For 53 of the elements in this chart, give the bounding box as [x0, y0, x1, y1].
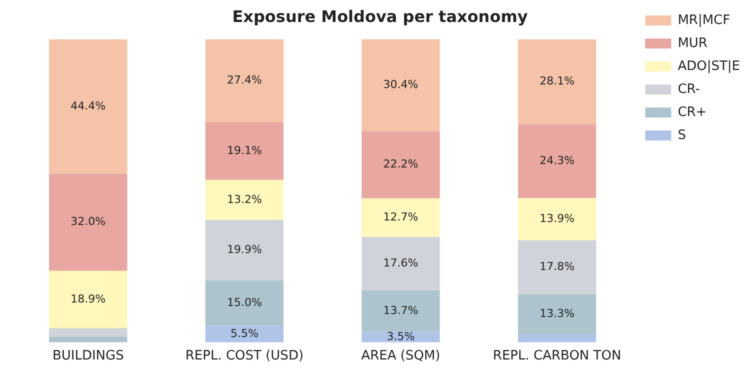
data-label: 18.9%: [70, 292, 106, 306]
data-label: 13.2%: [226, 192, 262, 206]
x-tick-label: BUILDINGS: [52, 348, 124, 364]
legend-label: MUR: [678, 36, 708, 51]
bar: [362, 131, 440, 198]
bar: [49, 270, 128, 328]
bar: [205, 326, 284, 342]
chart-title: Exposure Moldova per taxonomy: [232, 6, 528, 26]
data-label: 19.9%: [226, 242, 262, 256]
bar: [518, 198, 596, 240]
data-label: 24.3%: [540, 154, 575, 168]
bar: [49, 174, 128, 271]
data-label: 17.8%: [540, 260, 575, 274]
bar: [518, 294, 596, 335]
data-label: 13.3%: [540, 307, 575, 320]
bar: [205, 122, 284, 180]
legend-label: S: [678, 128, 686, 143]
x-tick-label: REPL. COST (USD): [185, 348, 304, 364]
bar: [49, 336, 128, 342]
bar: [205, 180, 284, 220]
bar: [49, 328, 128, 337]
bar: [362, 290, 440, 332]
bar: [518, 334, 596, 342]
legend-label: ADO|ST|E: [678, 58, 740, 74]
bar: [362, 39, 440, 132]
bar: [362, 236, 440, 290]
x-tick-label: AREA (SQM): [361, 348, 440, 364]
data-label: 13.9%: [540, 212, 575, 226]
data-label: 13.7%: [383, 304, 418, 317]
bar: [518, 240, 596, 294]
data-label: 22.2%: [383, 158, 418, 171]
data-label: 30.4%: [383, 78, 418, 91]
data-label: 12.7%: [383, 210, 418, 224]
x-tick-label: REPL. CARBON TON: [492, 348, 622, 364]
data-label: 32.0%: [70, 215, 106, 228]
data-label: 17.6%: [383, 256, 418, 270]
bar: [518, 39, 596, 124]
legend-label: CR+: [678, 104, 707, 120]
bar: [205, 39, 284, 122]
legend-label: MR|MCF: [678, 12, 730, 28]
data-label: 27.4%: [226, 73, 262, 86]
bar: [518, 124, 596, 198]
bar: [205, 220, 284, 280]
legend-label: CR-: [678, 82, 700, 97]
data-label: 15.0%: [226, 296, 262, 309]
data-label: 28.1%: [540, 74, 575, 88]
data-label: 5.5%: [230, 326, 258, 340]
bar: [205, 280, 284, 326]
bar: [49, 39, 128, 174]
data-label: 3.5%: [386, 330, 415, 343]
data-label: 44.4%: [70, 99, 106, 112]
bar: [362, 198, 440, 237]
data-label: 19.1%: [226, 144, 262, 157]
